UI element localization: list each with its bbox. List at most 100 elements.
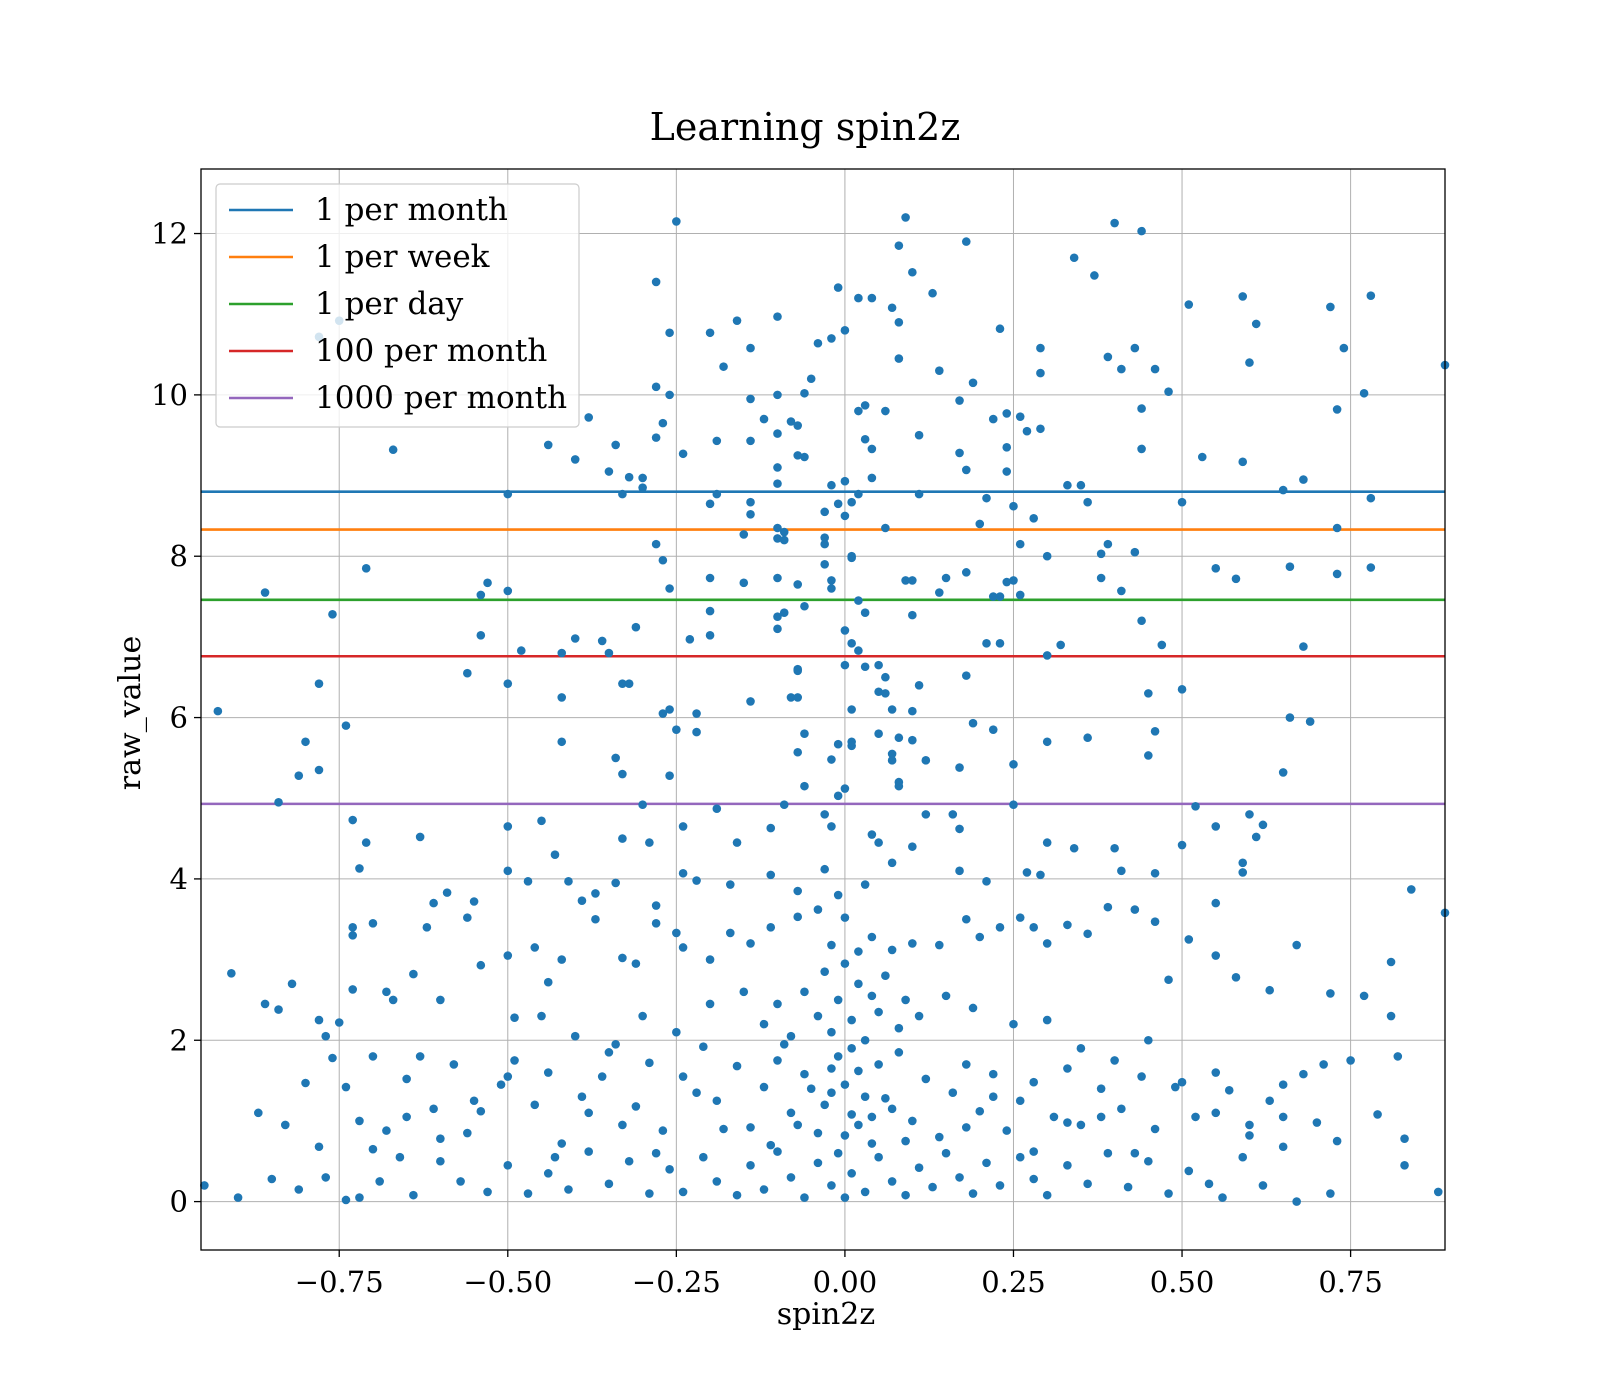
scatter-point	[543, 1068, 553, 1077]
scatter-point	[678, 822, 688, 831]
scatter-point	[294, 771, 304, 780]
scatter-point	[941, 573, 951, 583]
scatter-point	[827, 1027, 836, 1037]
scatter-point	[618, 834, 627, 843]
scatter-point	[908, 706, 917, 716]
scatter-point	[1258, 1181, 1268, 1190]
scatter-point	[867, 932, 877, 942]
scatter-point	[597, 636, 607, 646]
scatter-point	[982, 639, 991, 648]
scatter-point	[1332, 1136, 1342, 1146]
scatter-point	[955, 448, 964, 458]
scatter-point	[611, 1039, 620, 1049]
scatter-point	[1009, 501, 1018, 511]
scatter-point	[692, 727, 701, 737]
scatter-point	[1042, 838, 1052, 847]
scatter-point	[516, 646, 526, 655]
scatter-point	[955, 824, 964, 834]
scatter-point	[1103, 1148, 1113, 1158]
scatter-point	[894, 1023, 904, 1033]
scatter-point	[982, 493, 991, 503]
scatter-point	[759, 1082, 769, 1092]
scatter-point	[935, 366, 944, 375]
scatter-point	[793, 421, 803, 430]
scatter-point	[415, 1052, 425, 1061]
scatter-point	[1299, 1069, 1308, 1079]
scatter-point	[820, 967, 829, 976]
scatter-point	[705, 573, 715, 583]
scatter-point	[658, 1126, 668, 1135]
scatter-point	[941, 991, 951, 1001]
scatter-point	[523, 1189, 533, 1198]
scatter-point	[847, 705, 856, 714]
scatter-point	[874, 1060, 883, 1069]
scatter-point	[503, 822, 513, 831]
scatter-point	[860, 608, 870, 617]
scatter-point	[827, 1088, 836, 1097]
scatter-point	[503, 679, 513, 688]
scatter-point	[1144, 1156, 1153, 1166]
scatter-point	[1042, 1015, 1052, 1025]
scatter-point	[1069, 843, 1079, 853]
legend-box	[215, 183, 580, 428]
scatter-point	[779, 527, 789, 537]
scatter-point	[341, 1195, 351, 1205]
scatter-point	[483, 578, 492, 588]
scatter-point	[806, 1084, 816, 1093]
scatter-point	[429, 898, 438, 908]
scatter-point	[611, 440, 620, 450]
scatter-point	[901, 576, 910, 585]
scatter-point	[914, 1011, 924, 1021]
scatter-point	[530, 943, 540, 952]
scatter-point	[995, 639, 1005, 648]
scatter-point	[773, 429, 782, 438]
scatter-point	[773, 463, 782, 472]
scatter-point	[375, 1177, 384, 1186]
scatter-point	[820, 810, 829, 819]
scatter-point	[847, 1044, 856, 1053]
scatter-point	[699, 1042, 708, 1052]
scatter-point	[1332, 569, 1342, 579]
scatter-point	[955, 866, 964, 876]
scatter-point	[321, 1031, 331, 1041]
scatter-point	[557, 648, 567, 658]
scatter-point	[773, 573, 782, 583]
scatter-point	[705, 499, 715, 509]
scatter-point	[887, 705, 897, 714]
scatter-point	[550, 850, 560, 860]
legend-label: 1 per month	[315, 192, 508, 228]
scatter-point	[274, 1005, 283, 1014]
scatter-point	[854, 979, 863, 989]
scatter-point	[651, 918, 661, 928]
scatter-point	[1137, 226, 1146, 236]
scatter-point	[881, 523, 890, 533]
legend-label: 1 per day	[315, 286, 464, 322]
scatter-point	[793, 666, 803, 676]
scatter-point	[422, 923, 432, 932]
scatter-point	[503, 951, 513, 960]
scatter-point	[773, 1147, 782, 1156]
scatter-point	[1015, 913, 1025, 922]
scatter-point	[409, 1190, 418, 1200]
scatter-point	[570, 455, 580, 464]
scatter-point	[975, 1106, 985, 1116]
scatter-point	[1326, 302, 1335, 312]
scatter-point	[901, 1190, 910, 1200]
scatter-point	[557, 1139, 567, 1148]
scatter-point	[328, 610, 337, 619]
scatter-point	[833, 1052, 843, 1061]
scatter-point	[712, 1177, 722, 1186]
scatter-point	[995, 1181, 1005, 1190]
scatter-point	[314, 1015, 324, 1025]
scatter-point	[456, 1177, 465, 1186]
scatter-point	[854, 1120, 863, 1130]
scatter-point	[1326, 1189, 1335, 1198]
scatter-point	[1366, 493, 1376, 503]
scatter-point	[1251, 319, 1261, 329]
scatter-point	[260, 999, 270, 1009]
scatter-point	[860, 401, 870, 410]
scatter-point	[712, 1096, 722, 1106]
scatter-point	[1117, 586, 1126, 596]
scatter-point	[732, 1061, 742, 1071]
scatter-point	[773, 612, 782, 622]
